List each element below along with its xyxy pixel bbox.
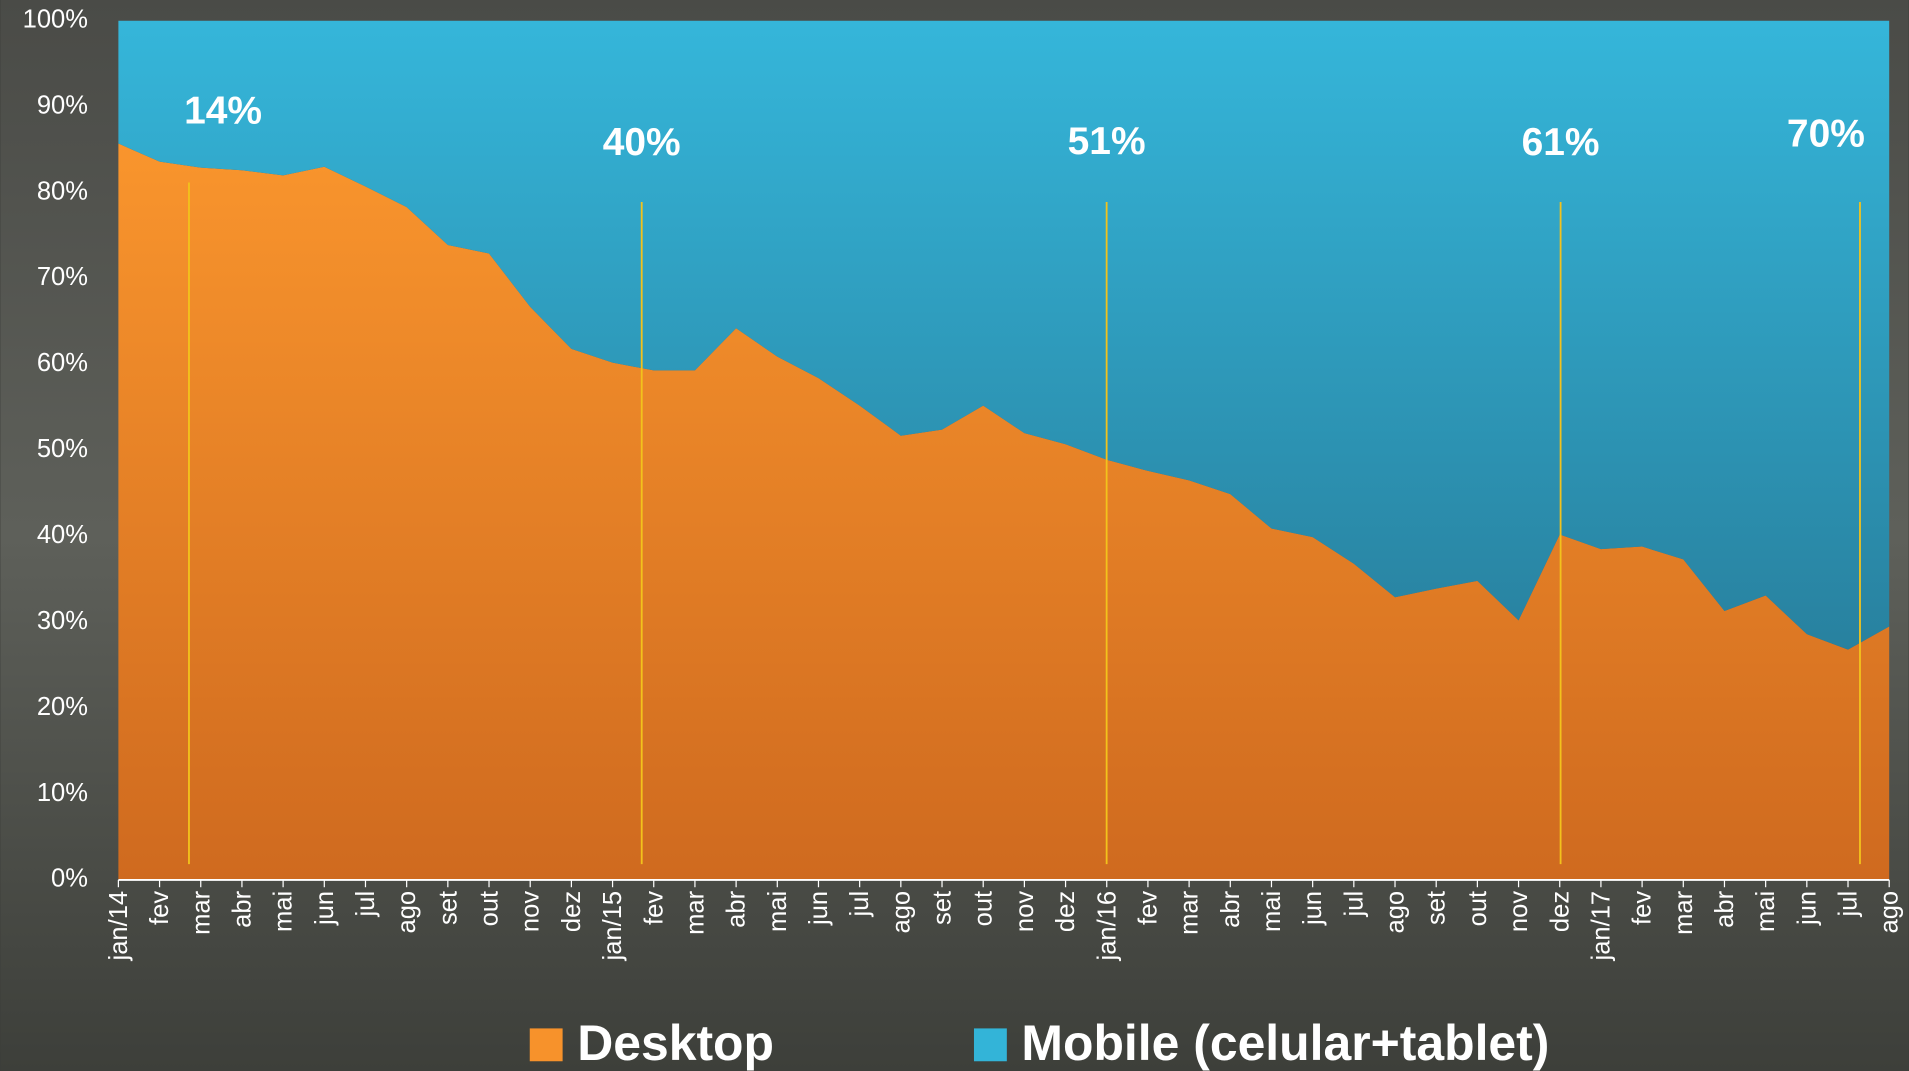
legend-swatch [529,1028,563,1062]
y-tick-label: 20% [37,693,88,721]
x-tick-label: dez [1052,891,1080,932]
y-tick-label: 10% [37,779,88,807]
x-tick-label: mar [1670,890,1698,934]
x-tick-label: mai [764,891,792,932]
x-tick-label: nov [517,891,545,932]
x-tick-label: nov [1011,891,1039,932]
x-tick-label: jun [311,891,339,926]
y-tick-label: 60% [37,349,88,377]
y-tick-label: 100% [23,5,88,33]
x-tick-label: ago [1382,891,1410,934]
annotation: 40% [603,121,681,164]
x-tick-label: out [970,891,998,927]
x-tick-label: abr [1711,890,1739,927]
x-tick-label: mar [1176,890,1204,934]
x-tick-label: fev [640,891,668,925]
x-tick-label: mai [270,891,298,932]
x-tick-label: set [929,891,957,925]
x-tick-label: out [476,891,504,927]
x-tick-label: dez [558,891,586,932]
x-tick-label: ago [393,891,421,934]
x-tick-label: set [434,891,462,925]
x-tick-label: jan/17 [1587,891,1615,962]
x-tick-label: abr [723,890,751,927]
x-tick-label: jul [846,891,874,918]
y-tick-label: 80% [37,177,88,205]
x-tick-label: mar [187,890,215,934]
x-tick-label: out [1464,891,1492,927]
x-tick-label: jan/15 [599,891,627,962]
x-tick-label: ago [1876,891,1904,934]
x-tick-label: set [1423,891,1451,925]
x-tick-label: jan/14 [105,891,133,962]
x-tick-label: mai [1752,891,1780,932]
y-tick-label: 90% [37,91,88,119]
legend-label: Mobile (celular+tablet) [1021,1015,1549,1071]
y-tick-label: 0% [51,865,88,893]
x-tick-label: nov [1505,891,1533,932]
x-tick-label: dez [1546,891,1574,932]
area [118,143,1890,880]
annotation: 51% [1068,120,1146,163]
x-tick-label: ago [887,891,915,934]
x-tick-label: jun [1793,891,1821,926]
x-tick-label: mar [681,890,709,934]
y-tick-label: 70% [37,263,88,291]
annotation: 61% [1522,121,1600,164]
x-tick-label: fev [1629,891,1657,925]
area [118,20,1890,650]
x-tick-label: jun [1299,891,1327,926]
legend-label: Desktop [577,1015,774,1071]
y-tick-label: 30% [37,607,88,635]
x-tick-label: fev [146,891,174,925]
x-tick-label: jul [352,891,380,918]
x-tick-label: jun [805,891,833,926]
legend-swatch [973,1028,1007,1062]
x-tick-label: jul [1340,891,1368,918]
x-tick-label: fev [1134,891,1162,925]
annotation: 70% [1787,113,1865,156]
x-tick-label: abr [228,890,256,927]
y-tick-label: 40% [37,521,88,549]
x-tick-label: abr [1217,890,1245,927]
y-tick-label: 50% [37,435,88,463]
x-tick-label: jan/16 [1093,891,1121,962]
x-tick-label: jul [1835,891,1863,918]
annotation: 14% [184,89,262,132]
x-tick-label: mai [1258,891,1286,932]
